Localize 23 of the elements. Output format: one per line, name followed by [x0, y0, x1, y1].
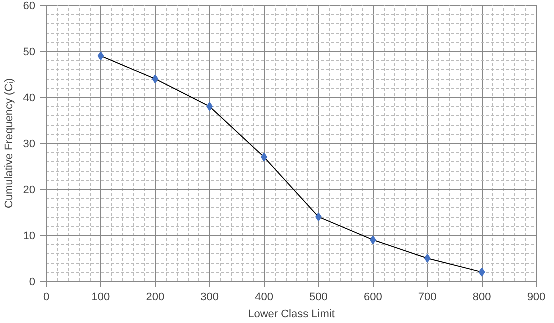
point	[98, 52, 104, 61]
y-tick-label: 60	[23, 0, 36, 12]
y-tick-label: 0	[29, 276, 36, 288]
x-tick-label: 100	[92, 292, 110, 304]
x-tick-label: 400	[255, 292, 274, 304]
y-tick-label: 40	[23, 92, 36, 104]
x-tick-label: 0	[43, 292, 50, 304]
point	[478, 268, 486, 277]
point	[424, 254, 431, 263]
y-tick-label: 50	[23, 46, 36, 58]
x-tick-label: 800	[472, 292, 492, 304]
x-tick-label: 700	[418, 292, 437, 304]
y-tick-label: 30	[23, 138, 36, 150]
x-tick-label: 900	[527, 292, 546, 304]
x-tick-label: 600	[364, 292, 382, 304]
x-axis-title: Lower Class Limit	[248, 308, 335, 320]
y-axis-title: Cumulative Frequency (Cᵢ)	[3, 78, 16, 209]
y-tick-label: 20	[23, 184, 36, 196]
x-tick-label: 300	[200, 292, 220, 304]
y-tick-label: 10	[23, 230, 36, 242]
x-tick-label: 500	[310, 292, 328, 304]
x-tick-label: 200	[146, 292, 165, 304]
point	[152, 74, 159, 84]
